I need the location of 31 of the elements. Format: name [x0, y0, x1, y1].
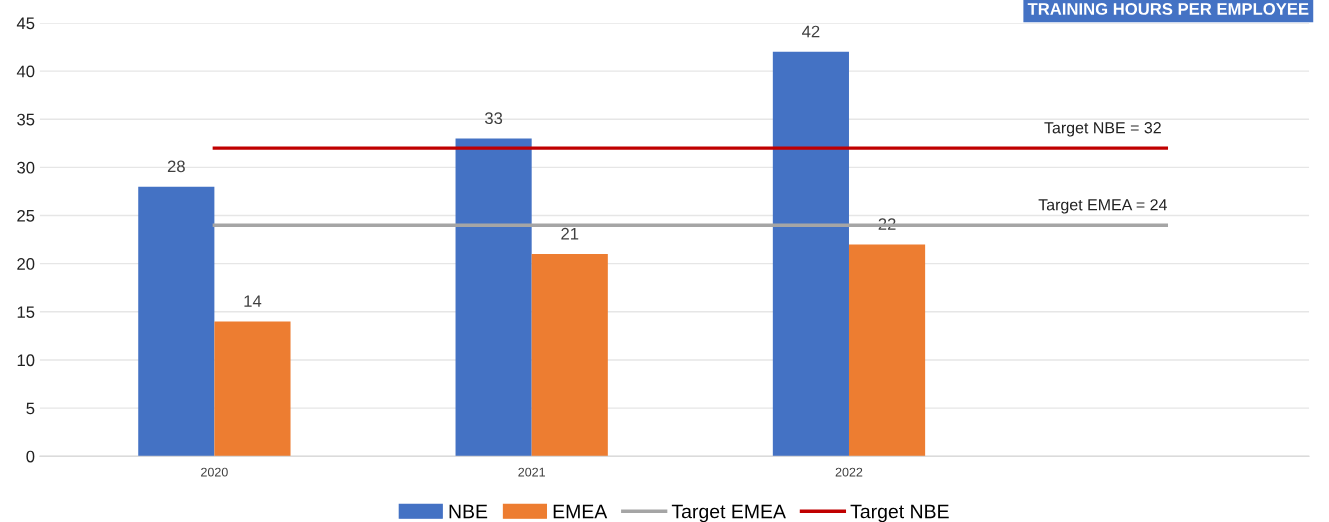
y-tick-label: 20 — [17, 258, 35, 270]
legend-label: Target EMEA — [671, 504, 786, 522]
bar — [214, 321, 291, 457]
annotation: Target NBE = 32 — [1044, 122, 1161, 137]
data-label: 42 — [802, 25, 820, 38]
y-tick-label: 5 — [26, 402, 35, 415]
bar — [455, 138, 532, 457]
data-label: 21 — [561, 227, 579, 240]
y-tick-label: 30 — [17, 161, 35, 174]
y-tick-label: 0 — [26, 450, 35, 463]
chart-title: TRAINING HOURS PER EMPLOYEE — [1027, 3, 1309, 15]
y-tick-label: 15 — [17, 306, 35, 319]
bar — [531, 254, 608, 457]
y-tick-label: 45 — [16, 17, 35, 30]
x-tick-label: 2022 — [835, 467, 863, 477]
legend-label: Target NBE — [850, 504, 949, 522]
bar — [138, 186, 215, 457]
legend-label: NBE — [449, 504, 488, 519]
data-label: 28 — [167, 160, 185, 173]
y-tick-label: 40 — [16, 65, 35, 78]
y-tick-label: 25 — [17, 209, 35, 222]
bar — [848, 244, 926, 457]
annotation: Target EMEA = 24 — [1038, 199, 1167, 214]
data-label: 33 — [484, 112, 503, 125]
x-tick-label: 2021 — [518, 467, 545, 477]
data-label: 14 — [244, 295, 262, 307]
y-tick-label: 35 — [17, 113, 35, 126]
legend-label: EMEA — [553, 504, 608, 519]
x-tick-label: 2020 — [201, 467, 228, 477]
y-tick-label: 10 — [17, 354, 35, 367]
bar — [772, 51, 849, 457]
